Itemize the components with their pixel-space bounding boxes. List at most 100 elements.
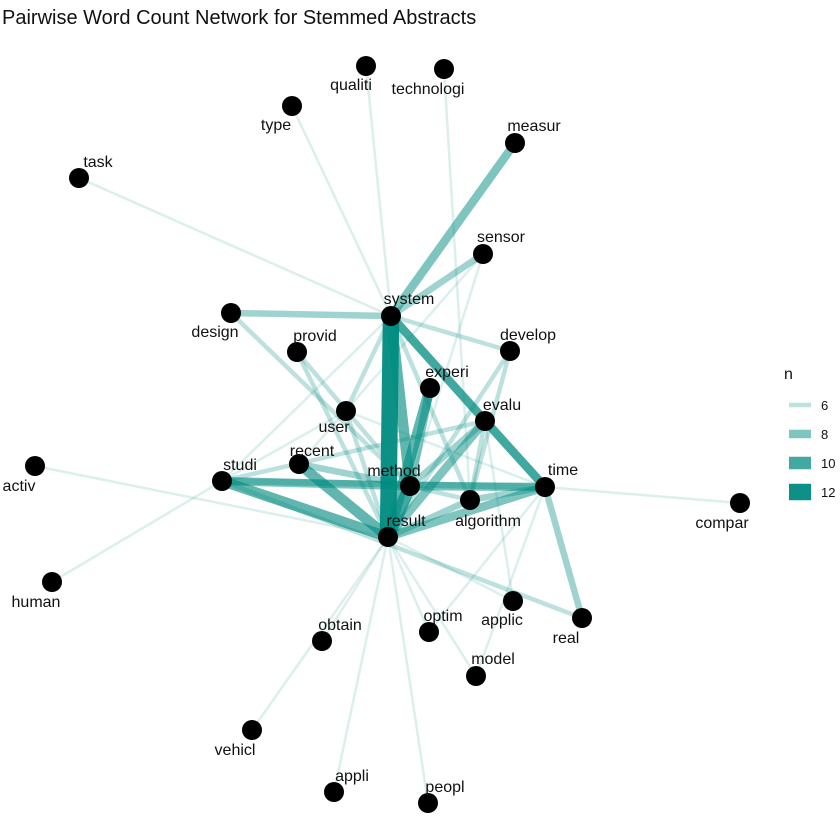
node-label-recent: recent	[290, 443, 335, 460]
legend-items: 6 8 10 12	[789, 398, 835, 501]
node-studi	[212, 471, 232, 491]
edge-method-design	[229, 311, 412, 488]
node-label-peopl: peopl	[425, 779, 464, 796]
node-real	[572, 608, 592, 628]
legend-label-12: 12	[821, 485, 835, 500]
edge-result-optim	[386, 536, 431, 633]
node-evalu	[475, 411, 495, 431]
legend-label-10: 10	[821, 456, 835, 471]
edge-result-provid	[294, 351, 391, 538]
edge-system-qualiti	[364, 65, 393, 317]
node-label-method: method	[367, 463, 420, 480]
node-user	[336, 401, 356, 421]
edge-time-optim	[428, 486, 546, 633]
edge-result-time	[386, 482, 547, 542]
edge-system-result	[379, 315, 400, 538]
node-label-qualiti: qualiti	[330, 77, 372, 94]
edge-system-sensor	[389, 251, 485, 319]
labels-layer: qualiti technologi type measur task sensor sys…	[3, 77, 750, 796]
node-label-design: design	[191, 324, 238, 341]
node-recent	[289, 454, 309, 474]
node-appli	[324, 782, 344, 802]
node-label-task: task	[83, 154, 113, 171]
edge-result-evalu	[384, 418, 489, 540]
node-label-appli: appli	[335, 768, 369, 785]
edges-layer	[34, 65, 741, 804]
node-label-experi: experi	[425, 364, 469, 381]
edge-studi-human	[51, 479, 223, 584]
node-label-real: real	[553, 630, 580, 647]
node-label-model: model	[471, 651, 515, 668]
node-label-human: human	[12, 594, 61, 611]
nodes-layer	[25, 56, 750, 813]
node-label-time: time	[548, 462, 578, 479]
node-label-obtain: obtain	[318, 617, 362, 634]
node-optim	[419, 622, 439, 642]
edge-time-model	[474, 486, 547, 677]
node-measur	[505, 133, 525, 153]
node-label-studi: studi	[223, 457, 257, 474]
node-compar	[730, 493, 750, 513]
legend-label-8: 8	[821, 427, 828, 442]
edge-system-studi	[221, 315, 392, 482]
edge-result-applic	[387, 535, 514, 603]
node-label-provid: provid	[293, 328, 337, 345]
edge-algorithm-technologi	[442, 68, 472, 501]
edge-result-recent	[295, 459, 392, 542]
edge-evalu-studi	[221, 418, 486, 484]
node-develop	[500, 341, 520, 361]
node-label-compar: compar	[695, 515, 749, 532]
edge-system-design	[230, 309, 392, 320]
node-applic	[503, 591, 523, 611]
node-label-evalu: evalu	[483, 397, 521, 414]
node-label-system: system	[384, 291, 435, 308]
node-activ	[25, 456, 45, 476]
edge-result-obtain	[320, 536, 390, 642]
edge-result-model	[386, 536, 478, 677]
legend-title: n	[784, 366, 793, 383]
node-label-technologi: technologi	[392, 81, 465, 98]
node-peopl	[418, 793, 438, 813]
edge-system-algorithm	[388, 315, 473, 501]
node-type	[282, 96, 302, 116]
node-time	[535, 477, 555, 497]
node-label-algorithm: algorithm	[455, 513, 521, 530]
edge-system-type	[290, 105, 393, 317]
edge-method-time	[409, 481, 546, 492]
node-result	[378, 527, 398, 547]
node-vehicl	[242, 720, 262, 740]
edge-evalu-applic	[483, 420, 515, 602]
edge-evalu-time	[481, 418, 549, 490]
edge-system-develop	[390, 313, 511, 354]
edge-result-appli	[332, 536, 390, 793]
node-qualiti	[356, 56, 376, 76]
edge-result-activ	[34, 464, 389, 539]
node-label-applic: applic	[481, 612, 523, 629]
node-obtain	[312, 631, 332, 651]
edge-result-develop	[386, 349, 512, 539]
edge-time-user	[345, 409, 546, 489]
node-label-type: type	[261, 117, 291, 134]
legend-label-6: 6	[821, 398, 828, 413]
node-model	[466, 666, 486, 686]
node-provid	[287, 342, 307, 362]
node-label-sensor: sensor	[477, 229, 526, 246]
node-technologi	[434, 59, 454, 79]
edge-studi-user	[221, 409, 347, 483]
node-method	[400, 476, 420, 496]
node-label-develop: develop	[500, 327, 556, 344]
legend: n 6 8 10 12	[784, 366, 835, 501]
node-label-result: result	[386, 513, 426, 530]
node-label-optim: optim	[423, 608, 462, 625]
edge-system-task	[78, 176, 392, 318]
node-sensor	[473, 244, 493, 264]
node-system	[381, 306, 401, 326]
node-label-user: user	[318, 419, 350, 436]
chart-title: Pairwise Word Count Network for Stemmed …	[2, 7, 476, 29]
edge-result-peopl	[386, 536, 430, 804]
node-experi	[420, 378, 440, 398]
edge-time-compar	[544, 485, 741, 505]
edge-time-real	[541, 486, 586, 619]
node-algorithm	[460, 490, 480, 510]
edge-system-measur	[387, 140, 519, 319]
